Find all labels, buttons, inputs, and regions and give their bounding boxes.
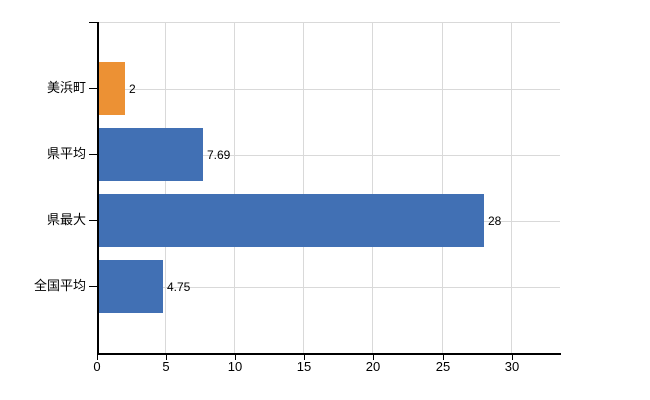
x-axis-tick [512, 355, 513, 360]
x-tick-label: 10 [227, 359, 243, 374]
y-axis-line [97, 22, 99, 354]
category-label: 県平均 [46, 146, 86, 161]
bar-美浜町 [97, 62, 125, 115]
bar-value-label: 4.75 [167, 280, 191, 294]
x-gridline [372, 23, 373, 353]
x-axis-tick [443, 355, 444, 360]
x-axis-tick [373, 355, 374, 360]
category-gridline [97, 287, 560, 288]
category-gridline [97, 89, 560, 90]
bar-全国平均 [97, 260, 163, 313]
x-tick-label: 20 [365, 359, 381, 374]
x-gridline [165, 23, 166, 353]
x-gridline [303, 23, 304, 353]
category-label: 全国平均 [33, 278, 86, 293]
x-axis-tick [97, 355, 98, 360]
bar-県平均 [97, 128, 203, 181]
x-tick-label: 30 [504, 359, 520, 374]
category-label: 美浜町 [46, 80, 86, 95]
x-tick-label: 15 [296, 359, 312, 374]
x-axis-tick [304, 355, 305, 360]
x-tick-label: 25 [435, 359, 451, 374]
x-axis-tick [235, 355, 236, 360]
x-axis-line [97, 353, 561, 355]
bar-県最大 [97, 194, 484, 247]
x-gridline [442, 23, 443, 353]
y-axis-end-tick [89, 22, 98, 23]
bar-value-label: 2 [129, 82, 136, 96]
y-axis-tick [89, 286, 98, 287]
y-axis-tick [89, 88, 98, 89]
x-gridline [511, 23, 512, 353]
x-tick-label: 0 [93, 359, 101, 374]
plot-area: 2 7.69 28 4.75 [97, 22, 560, 353]
bar-value-label: 7.69 [207, 148, 231, 162]
x-axis-tick [166, 355, 167, 360]
y-axis-tick [89, 220, 98, 221]
category-label: 県最大 [46, 212, 86, 227]
x-tick-label: 5 [162, 359, 170, 374]
category-gridline [97, 155, 560, 156]
x-gridline [234, 23, 235, 353]
bar-value-label: 28 [488, 214, 502, 228]
y-axis-tick [89, 154, 98, 155]
